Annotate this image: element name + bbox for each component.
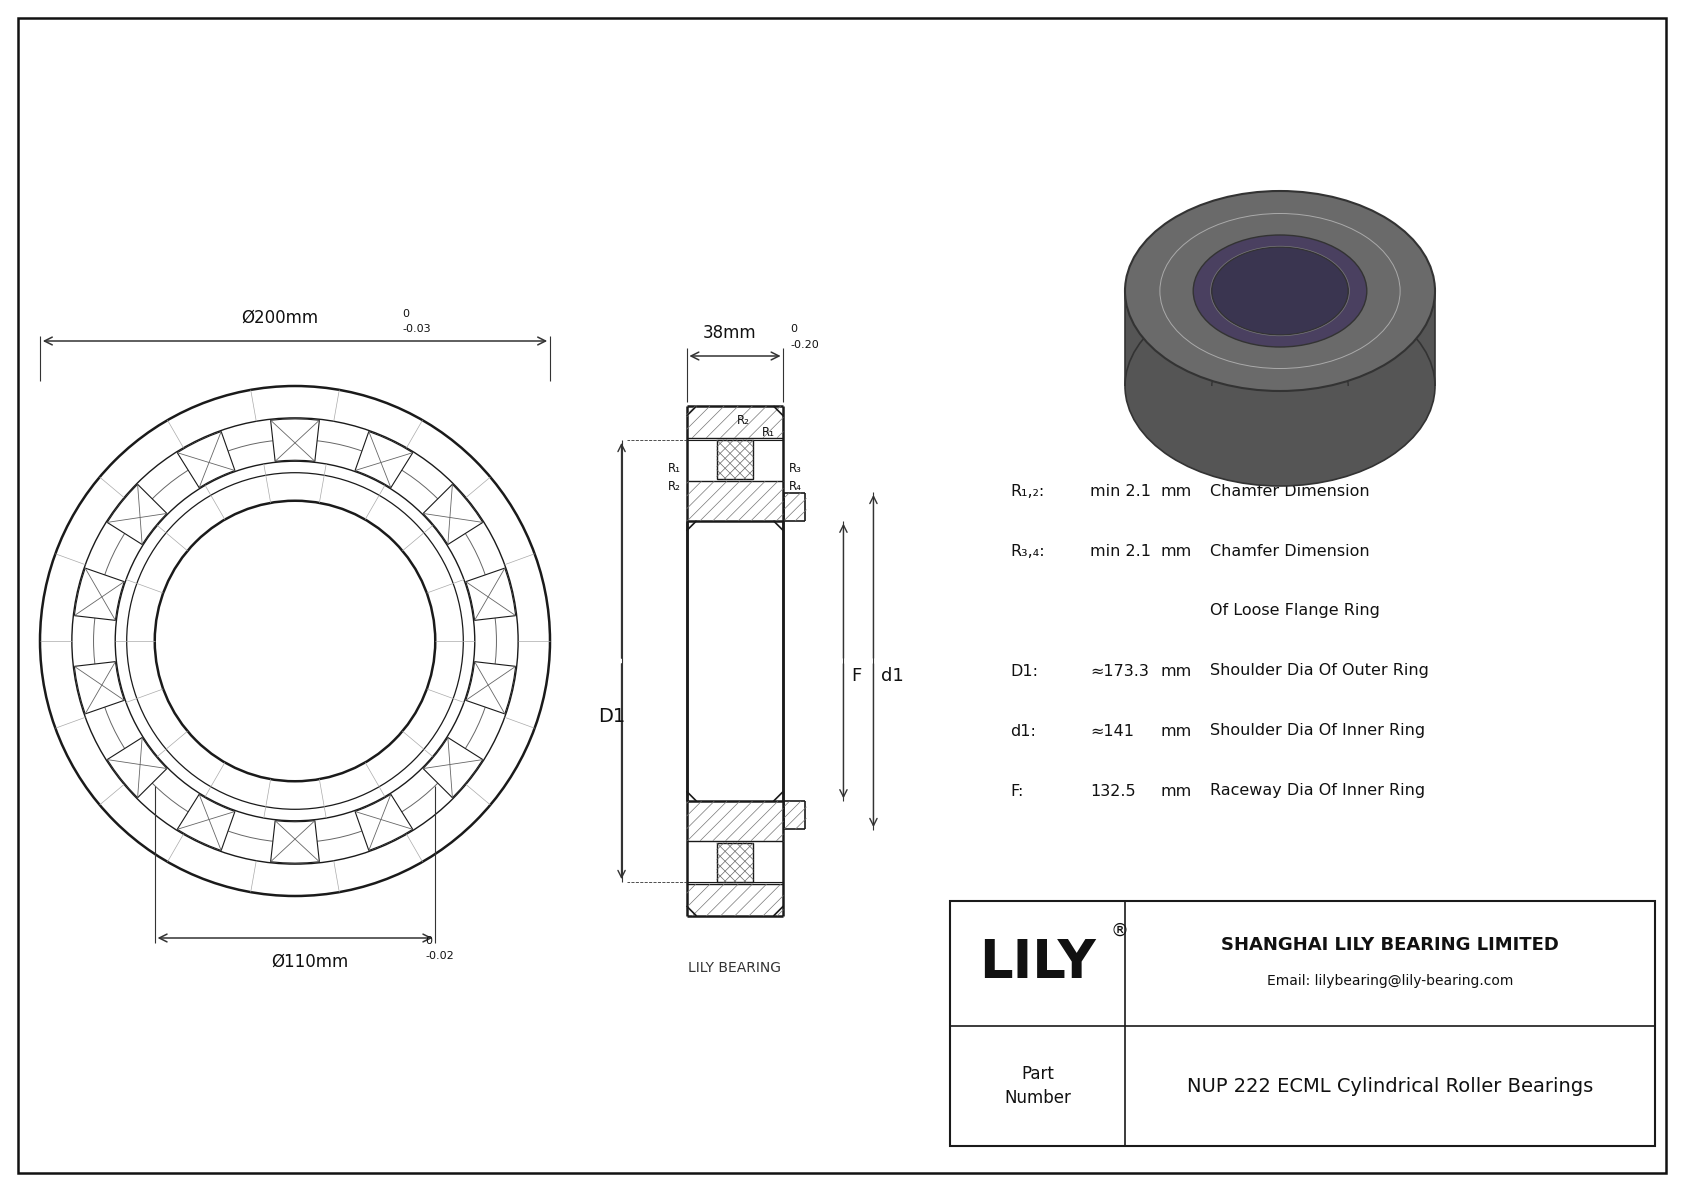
Text: -0.20: -0.20 [790,339,818,350]
Text: mm: mm [1160,543,1191,559]
Text: R₂: R₂ [667,480,680,493]
Ellipse shape [1194,235,1367,347]
Text: Shoulder Dia Of Outer Ring: Shoulder Dia Of Outer Ring [1211,663,1430,679]
Text: F: F [852,667,862,685]
Text: Shoulder Dia Of Inner Ring: Shoulder Dia Of Inner Ring [1211,723,1425,738]
Text: D1:: D1: [1010,663,1037,679]
Text: R₃: R₃ [788,462,802,475]
Text: 132.5: 132.5 [1090,784,1135,798]
Ellipse shape [1125,191,1435,391]
Bar [717,439,753,480]
Text: 0: 0 [790,324,797,333]
Polygon shape [355,431,413,488]
Text: -0.02: -0.02 [424,950,453,961]
Text: ≈141: ≈141 [1090,723,1133,738]
Text: R₁: R₁ [667,462,680,475]
Text: min 2.1: min 2.1 [1090,484,1150,499]
Bar [717,842,753,883]
Text: Ø200mm: Ø200mm [241,308,318,328]
Ellipse shape [1212,247,1349,335]
Polygon shape [271,419,320,461]
Bar [950,902,1655,1146]
Polygon shape [466,568,515,621]
Text: d1: d1 [881,667,904,685]
Text: mm: mm [1160,484,1191,499]
Polygon shape [423,737,483,798]
Text: LILY BEARING: LILY BEARING [689,961,781,975]
Polygon shape [74,662,125,713]
Polygon shape [108,737,167,798]
Text: mm: mm [1160,663,1191,679]
Text: -0.03: -0.03 [402,324,431,333]
Text: 0: 0 [424,936,433,946]
Text: D1: D1 [598,706,625,725]
Text: 0: 0 [402,308,409,319]
Text: mm: mm [1160,784,1191,798]
Text: Part
Number: Part Number [1004,1065,1071,1106]
Text: Chamfer Dimension: Chamfer Dimension [1211,484,1369,499]
Text: ®: ® [1110,922,1128,940]
Text: Email: lilybearing@lily-bearing.com: Email: lilybearing@lily-bearing.com [1266,974,1514,989]
Text: Of Loose Flange Ring: Of Loose Flange Ring [1211,604,1379,618]
Polygon shape [1125,291,1435,486]
Text: R₁,₂:: R₁,₂: [1010,484,1044,499]
Text: min 2.1: min 2.1 [1090,543,1150,559]
Polygon shape [108,485,167,544]
Text: F:: F: [1010,784,1024,798]
Ellipse shape [1125,286,1435,486]
Text: SHANGHAI LILY BEARING LIMITED: SHANGHAI LILY BEARING LIMITED [1221,936,1559,954]
Polygon shape [177,794,236,850]
Text: NUP 222 ECML Cylindrical Roller Bearings: NUP 222 ECML Cylindrical Roller Bearings [1187,1077,1593,1096]
Text: R₄: R₄ [788,480,802,493]
Polygon shape [355,794,413,850]
Text: mm: mm [1160,723,1191,738]
Text: ≈173.3: ≈173.3 [1090,663,1148,679]
Polygon shape [177,431,236,488]
Text: Chamfer Dimension: Chamfer Dimension [1211,543,1369,559]
Text: Ø110mm: Ø110mm [271,953,349,971]
Polygon shape [74,568,125,621]
Text: 38mm: 38mm [704,324,756,342]
Text: d1:: d1: [1010,723,1036,738]
Polygon shape [1212,247,1349,376]
Polygon shape [423,485,483,544]
Text: R₁: R₁ [761,426,775,439]
Polygon shape [466,662,515,713]
Text: R₂: R₂ [738,414,749,428]
Text: Raceway Dia Of Inner Ring: Raceway Dia Of Inner Ring [1211,784,1425,798]
Text: LILY: LILY [978,937,1096,990]
Polygon shape [271,821,320,863]
Text: R₃,₄:: R₃,₄: [1010,543,1044,559]
